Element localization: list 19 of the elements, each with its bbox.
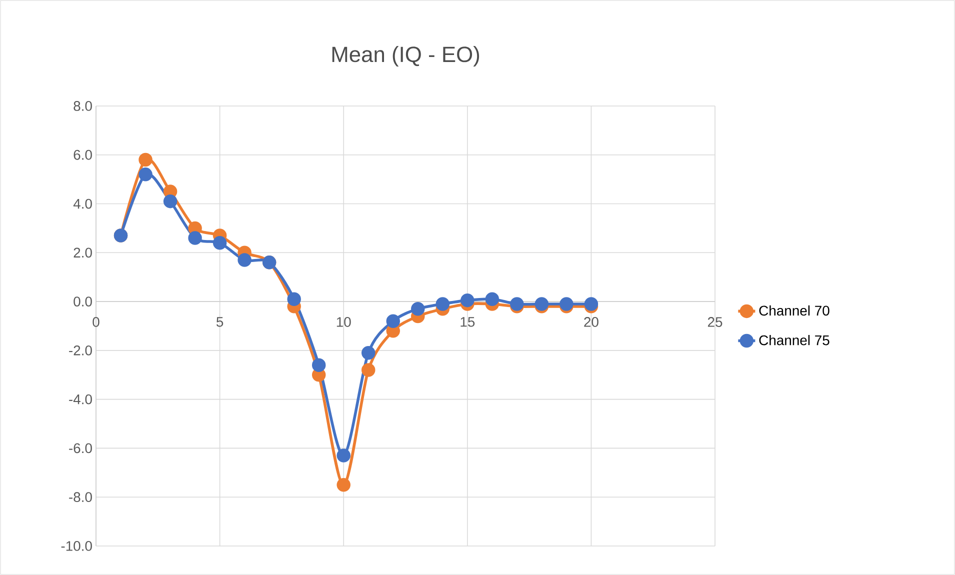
y-tick-label: -2.0	[69, 345, 92, 356]
y-tick-label: -6.0	[69, 443, 92, 454]
x-tick-label: 20	[584, 317, 598, 327]
x-tick-label: 0	[92, 317, 100, 327]
y-tick-label: 6.0	[74, 150, 92, 160]
x-tick-label: 10	[336, 317, 351, 327]
y-tick-label: -4.0	[69, 394, 92, 404]
x-tick-label: 15	[460, 317, 475, 327]
y-tick-label: 8.0	[74, 101, 92, 111]
y-tick-label: 2.0	[74, 248, 92, 258]
chart-title: Mean (IQ - EO)	[332, 46, 480, 66]
y-tick-label: -8.0	[69, 492, 92, 502]
x-tick-label: 25	[708, 317, 722, 327]
legend-label: Channel 75	[759, 334, 830, 346]
x-tick-label: 5	[216, 317, 224, 327]
y-tick-label: 4.0	[73, 198, 92, 209]
y-tick-label: 0.0	[74, 296, 92, 306]
legend-label: Channel 70	[759, 305, 830, 316]
y-tick-label: -10.0	[61, 541, 92, 551]
